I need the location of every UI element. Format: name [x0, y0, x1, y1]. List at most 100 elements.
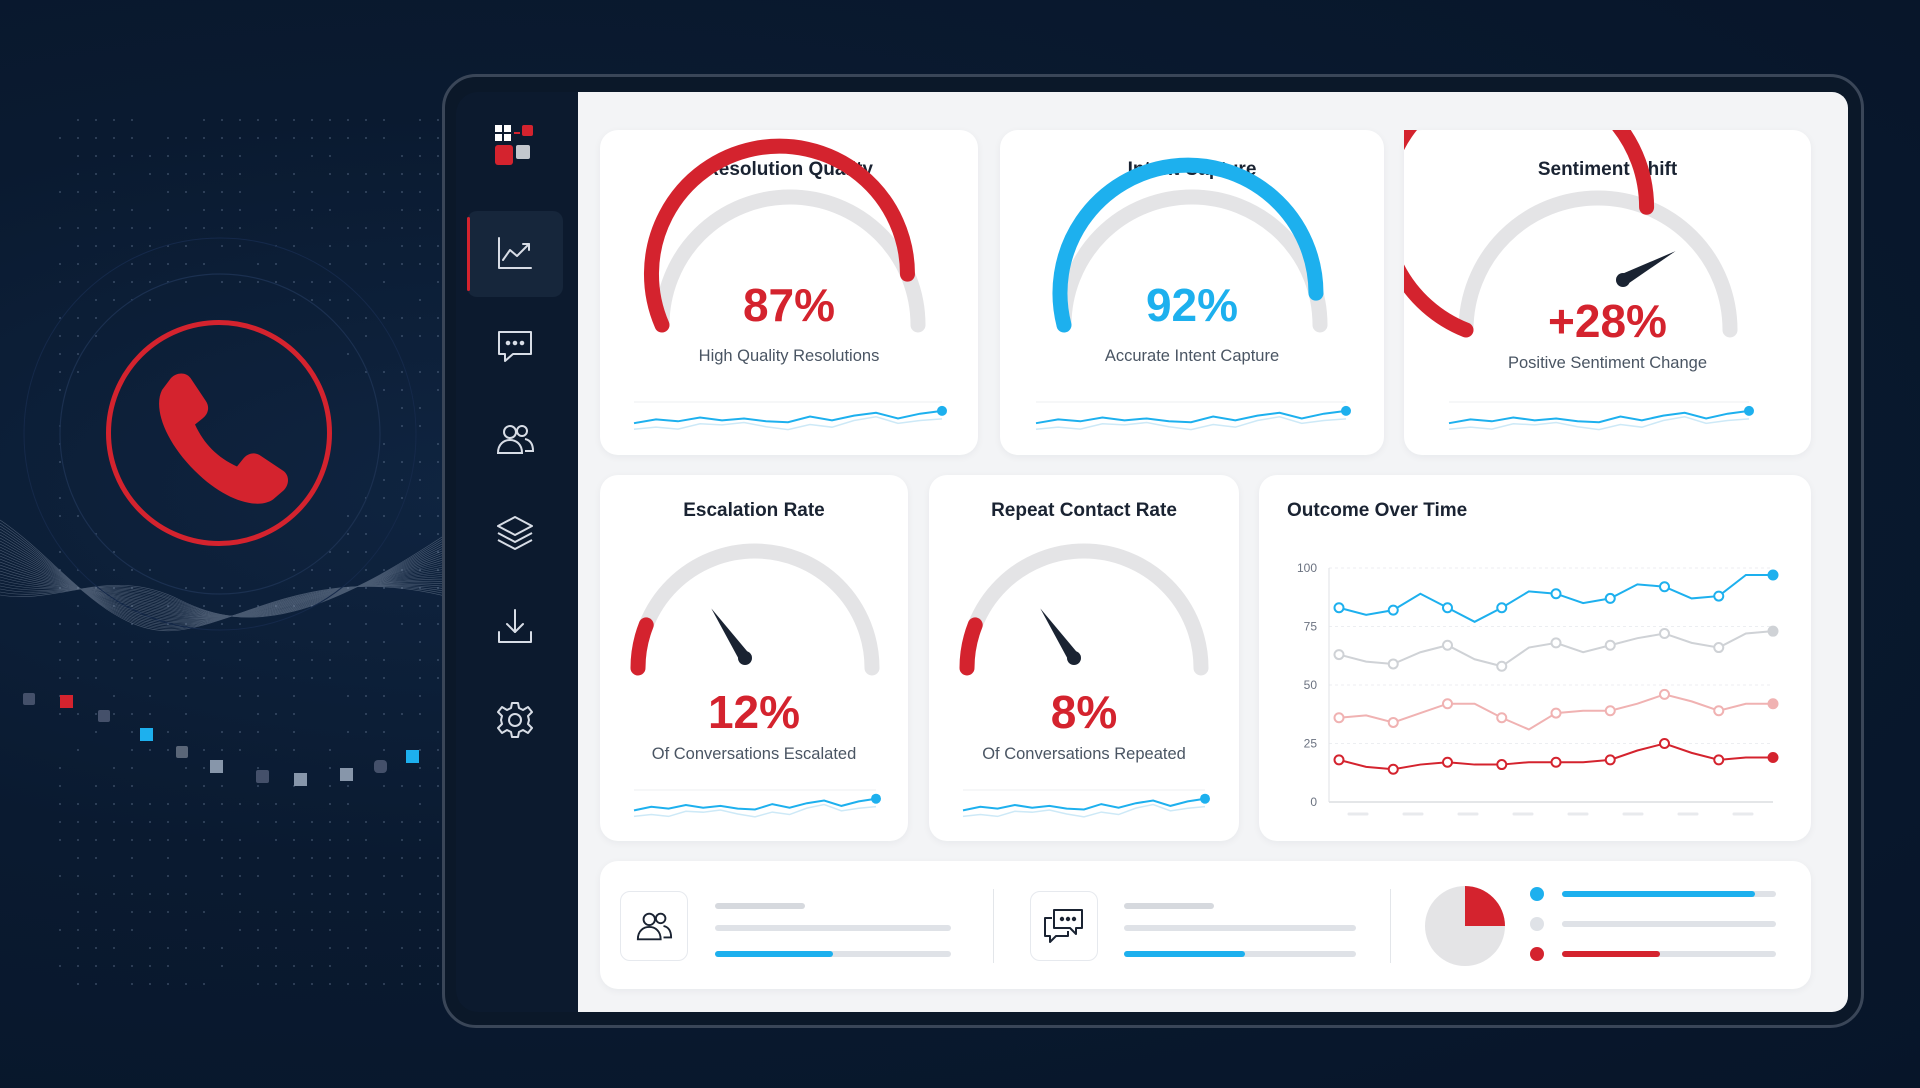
- grid-dot: [131, 767, 133, 769]
- grid-dot: [401, 371, 403, 373]
- grid-dot: [437, 911, 439, 913]
- grid-dot: [203, 821, 205, 823]
- grid-dot: [437, 443, 439, 445]
- legend-bar-track: [1562, 891, 1776, 897]
- grid-dot: [293, 839, 295, 841]
- grid-dot: [437, 947, 439, 949]
- data-point: [1335, 603, 1344, 612]
- grid-dot: [437, 785, 439, 787]
- grid-dot: [185, 821, 187, 823]
- data-point: [1769, 571, 1778, 580]
- sparkline: [929, 475, 1239, 841]
- grid-dot: [347, 299, 349, 301]
- grid-dot: [167, 749, 169, 751]
- grid-dot: [185, 731, 187, 733]
- grid-dot: [311, 155, 313, 157]
- users-summary-icon-box[interactable]: [620, 891, 688, 961]
- grid-dot: [311, 839, 313, 841]
- grid-dot: [419, 461, 421, 463]
- grid-dot: [167, 641, 169, 643]
- grid-dot: [293, 569, 295, 571]
- sparkline-end-dot: [1744, 406, 1754, 416]
- y-tick-label: 100: [1297, 561, 1317, 575]
- grid-dot: [419, 893, 421, 895]
- grid-dot: [401, 461, 403, 463]
- sparkline: [600, 130, 978, 455]
- grid-dot: [293, 623, 295, 625]
- sidebar-item-layers[interactable]: [467, 490, 563, 576]
- grid-dot: [365, 263, 367, 265]
- grid-dot: [113, 767, 115, 769]
- chat-summary-icon-box[interactable]: [1030, 891, 1098, 961]
- y-tick-label: 50: [1304, 678, 1318, 692]
- grid-dot: [329, 785, 331, 787]
- grid-dot: [419, 677, 421, 679]
- grid-dot: [185, 983, 187, 985]
- grid-dot: [437, 173, 439, 175]
- grid-dot: [329, 119, 331, 121]
- grid-dot: [221, 965, 223, 967]
- grid-dot: [131, 245, 133, 247]
- sidebar-item-users[interactable]: [467, 396, 563, 482]
- grid-dot: [149, 821, 151, 823]
- grid-dot: [149, 749, 151, 751]
- grid-dot: [419, 911, 421, 913]
- grid-dot: [401, 227, 403, 229]
- grid-dot: [365, 173, 367, 175]
- sidebar-item-conversations[interactable]: [467, 303, 563, 389]
- grid-dot: [311, 641, 313, 643]
- grid-dot: [347, 911, 349, 913]
- grid-dot: [95, 893, 97, 895]
- grid-dot: [329, 263, 331, 265]
- logo: [494, 124, 534, 168]
- sidebar-item-analytics[interactable]: [467, 211, 563, 297]
- grid-dot: [149, 839, 151, 841]
- grid-dot: [347, 605, 349, 607]
- series-line: [1339, 631, 1773, 666]
- chat-progress-track: [1124, 951, 1356, 957]
- grid-dot: [95, 983, 97, 985]
- grid-dot: [77, 911, 79, 913]
- grid-dot: [275, 803, 277, 805]
- grid-dot: [95, 731, 97, 733]
- grid-dot: [383, 677, 385, 679]
- data-point: [1714, 592, 1723, 601]
- data-point: [1443, 641, 1452, 650]
- grid-dot: [347, 839, 349, 841]
- grid-dot: [221, 785, 223, 787]
- grid-dot: [329, 929, 331, 931]
- grid-dot: [365, 119, 367, 121]
- grid-dot: [347, 893, 349, 895]
- grid-dot: [275, 983, 277, 985]
- sidebar-item-settings[interactable]: [467, 677, 563, 763]
- grid-dot: [185, 263, 187, 265]
- grid-dot: [383, 731, 385, 733]
- grid-dot: [275, 659, 277, 661]
- grid-dot: [59, 281, 61, 283]
- data-point: [1497, 603, 1506, 612]
- legend-dot: [1530, 947, 1544, 961]
- legend-dot: [1530, 887, 1544, 901]
- grid-dot: [437, 389, 439, 391]
- grid-dot: [239, 641, 241, 643]
- grid-dot: [419, 839, 421, 841]
- sidebar-item-download[interactable]: [467, 583, 563, 669]
- grid-dot: [185, 713, 187, 715]
- grid-dot: [239, 839, 241, 841]
- grid-dot: [77, 155, 79, 157]
- grid-dot: [131, 929, 133, 931]
- grid-dot: [113, 803, 115, 805]
- legend-bar-fill: [1562, 951, 1660, 957]
- grid-dot: [293, 731, 295, 733]
- grid-dot: [311, 587, 313, 589]
- grid-dot: [293, 119, 295, 121]
- grid-dot: [203, 209, 205, 211]
- grid-dot: [167, 839, 169, 841]
- grid-dot: [59, 551, 61, 553]
- data-point: [1552, 589, 1561, 598]
- grid-dot: [293, 641, 295, 643]
- grid-dot: [203, 677, 205, 679]
- grid-dot: [257, 119, 259, 121]
- grid-dot: [293, 803, 295, 805]
- grid-dot: [275, 209, 277, 211]
